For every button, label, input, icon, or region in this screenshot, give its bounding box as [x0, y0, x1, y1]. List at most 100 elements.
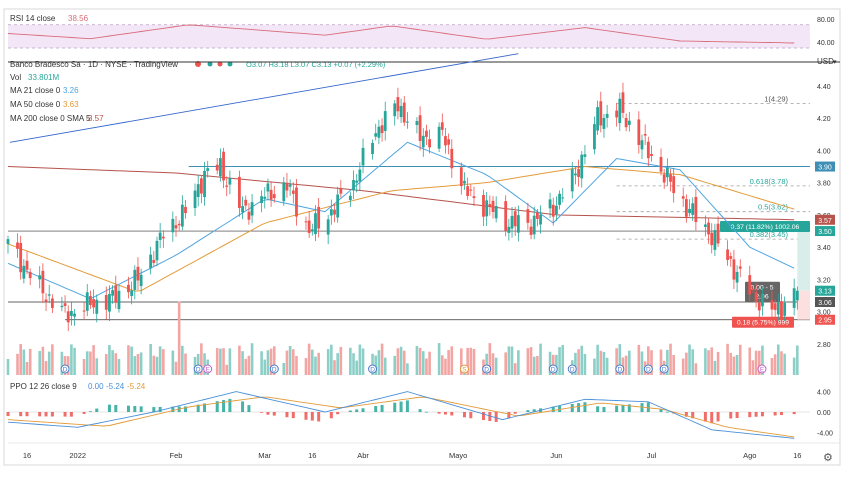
position-target-zone[interactable] [797, 231, 810, 291]
candle[interactable] [352, 180, 355, 191]
candle[interactable] [380, 125, 384, 134]
candle[interactable] [285, 182, 289, 191]
candle[interactable] [355, 180, 359, 183]
candle[interactable] [282, 182, 286, 202]
candle[interactable] [681, 196, 685, 199]
candle[interactable] [529, 226, 533, 235]
event-marker-icon[interactable] [567, 364, 577, 374]
candle[interactable] [447, 139, 451, 145]
candle[interactable] [596, 107, 600, 131]
candle[interactable] [60, 305, 64, 308]
candle[interactable] [383, 111, 387, 131]
candle[interactable] [326, 219, 330, 235]
candle[interactable] [507, 226, 511, 233]
candle[interactable] [418, 115, 422, 141]
candle[interactable] [177, 223, 181, 226]
event-marker-icon[interactable] [643, 364, 653, 374]
candle[interactable] [513, 211, 517, 227]
candle[interactable] [238, 176, 241, 208]
candle[interactable] [133, 269, 137, 290]
candle[interactable] [437, 126, 441, 149]
event-marker-icon[interactable] [459, 364, 469, 374]
candle[interactable] [206, 168, 210, 171]
candle[interactable] [69, 311, 73, 316]
candle[interactable] [561, 197, 565, 199]
candle[interactable] [203, 171, 206, 198]
candle[interactable] [684, 199, 688, 217]
candle[interactable] [130, 290, 134, 296]
candle[interactable] [574, 173, 577, 176]
candle[interactable] [504, 201, 508, 232]
candle[interactable] [491, 200, 495, 212]
candle[interactable] [161, 236, 165, 239]
candle[interactable] [225, 185, 229, 187]
candle[interactable] [421, 135, 425, 148]
candle[interactable] [618, 98, 622, 124]
candle[interactable] [16, 242, 19, 249]
candle[interactable] [773, 303, 777, 310]
candle[interactable] [672, 176, 676, 194]
candle[interactable] [196, 184, 200, 198]
candle[interactable] [729, 256, 733, 259]
candle[interactable] [199, 178, 203, 194]
candle[interactable] [406, 121, 409, 123]
event-marker-icon[interactable] [193, 364, 203, 374]
candle[interactable] [310, 229, 314, 232]
candle[interactable] [627, 120, 631, 125]
trend-line[interactable] [9, 53, 519, 143]
candle[interactable] [459, 167, 463, 187]
candle[interactable] [193, 190, 197, 209]
candle[interactable] [494, 205, 498, 219]
candle[interactable] [580, 154, 584, 179]
candle[interactable] [215, 164, 219, 171]
candle[interactable] [288, 184, 292, 187]
candle[interactable] [244, 199, 248, 206]
candle[interactable] [336, 194, 340, 218]
candle[interactable] [713, 230, 717, 250]
candle[interactable] [428, 139, 432, 148]
candle[interactable] [291, 190, 295, 194]
event-marker-icon[interactable] [482, 364, 492, 374]
candle[interactable] [371, 142, 374, 154]
candle[interactable] [659, 156, 663, 172]
candle[interactable] [463, 180, 466, 184]
candle[interactable] [615, 110, 619, 118]
candle[interactable] [688, 208, 691, 214]
candle[interactable] [260, 196, 263, 204]
candle[interactable] [50, 298, 54, 309]
candle[interactable] [694, 196, 698, 223]
candle[interactable] [551, 204, 555, 217]
candle[interactable] [139, 274, 143, 287]
candle[interactable] [155, 240, 159, 261]
price-legend[interactable]: Banco Bradesco Sa · 1D · NYSE · TradingV… [10, 60, 386, 123]
candle[interactable] [180, 204, 184, 227]
candle[interactable] [38, 275, 42, 280]
candle[interactable] [73, 313, 76, 317]
candle[interactable] [307, 220, 311, 233]
candle[interactable] [555, 205, 558, 214]
candle[interactable] [761, 294, 764, 307]
candle[interactable] [47, 294, 51, 296]
gear-icon[interactable]: ⚙ [823, 452, 833, 464]
candle[interactable] [348, 195, 352, 201]
candle[interactable] [795, 290, 799, 301]
candle[interactable] [222, 151, 225, 181]
candle[interactable] [174, 225, 178, 229]
candle[interactable] [669, 174, 672, 182]
candle[interactable] [593, 124, 596, 150]
candle[interactable] [665, 167, 669, 178]
candle[interactable] [526, 209, 530, 223]
event-marker-icon[interactable] [368, 364, 378, 374]
candle[interactable] [466, 186, 470, 197]
candle[interactable] [396, 97, 400, 112]
candle[interactable] [482, 194, 485, 217]
candle[interactable] [136, 266, 140, 281]
candle[interactable] [92, 299, 95, 308]
candle[interactable] [646, 141, 650, 159]
candle[interactable] [703, 224, 707, 227]
candle[interactable] [317, 206, 321, 229]
candle[interactable] [314, 213, 317, 235]
candle[interactable] [472, 196, 476, 199]
candle[interactable] [228, 178, 232, 185]
